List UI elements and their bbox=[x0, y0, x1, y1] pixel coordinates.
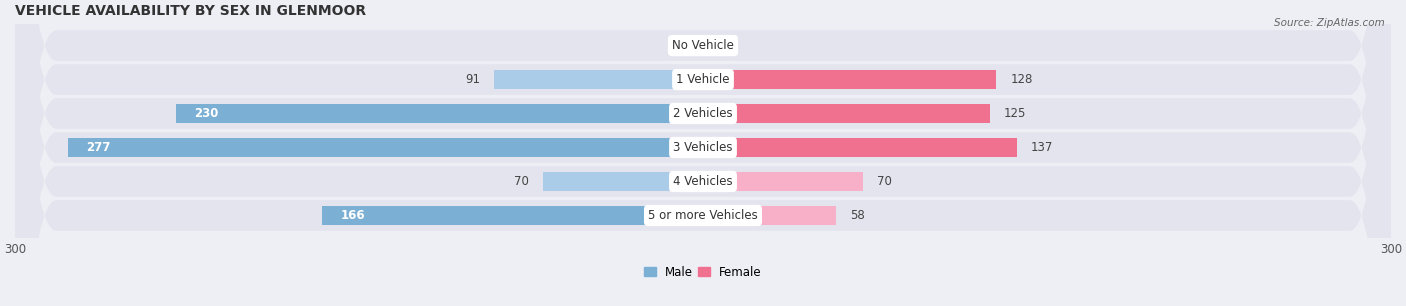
FancyBboxPatch shape bbox=[15, 0, 1391, 306]
Text: 0: 0 bbox=[678, 39, 685, 52]
FancyBboxPatch shape bbox=[15, 0, 1391, 306]
Text: 0: 0 bbox=[721, 39, 728, 52]
Text: 5 or more Vehicles: 5 or more Vehicles bbox=[648, 209, 758, 222]
Bar bbox=[67, 138, 703, 157]
Bar bbox=[703, 172, 863, 191]
Bar bbox=[495, 70, 703, 89]
Text: VEHICLE AVAILABILITY BY SEX IN GLENMOOR: VEHICLE AVAILABILITY BY SEX IN GLENMOOR bbox=[15, 4, 367, 18]
Bar bbox=[322, 206, 703, 225]
Bar bbox=[703, 138, 1017, 157]
Bar bbox=[176, 104, 703, 123]
FancyBboxPatch shape bbox=[15, 0, 1391, 306]
Text: 137: 137 bbox=[1031, 141, 1053, 154]
FancyBboxPatch shape bbox=[15, 0, 1391, 306]
Text: 4 Vehicles: 4 Vehicles bbox=[673, 175, 733, 188]
Text: 91: 91 bbox=[465, 73, 481, 86]
Bar bbox=[703, 206, 837, 225]
Bar bbox=[703, 104, 990, 123]
Bar bbox=[543, 172, 703, 191]
FancyBboxPatch shape bbox=[15, 0, 1391, 306]
Text: 128: 128 bbox=[1010, 73, 1032, 86]
Legend: Male, Female: Male, Female bbox=[644, 266, 762, 279]
Text: No Vehicle: No Vehicle bbox=[672, 39, 734, 52]
Text: 70: 70 bbox=[513, 175, 529, 188]
Text: 277: 277 bbox=[86, 141, 111, 154]
Bar bbox=[703, 70, 997, 89]
Text: Source: ZipAtlas.com: Source: ZipAtlas.com bbox=[1274, 18, 1385, 28]
Text: 70: 70 bbox=[877, 175, 893, 188]
Text: 3 Vehicles: 3 Vehicles bbox=[673, 141, 733, 154]
Text: 1 Vehicle: 1 Vehicle bbox=[676, 73, 730, 86]
Text: 166: 166 bbox=[340, 209, 366, 222]
Text: 58: 58 bbox=[849, 209, 865, 222]
Text: 2 Vehicles: 2 Vehicles bbox=[673, 107, 733, 120]
FancyBboxPatch shape bbox=[15, 0, 1391, 306]
Text: 230: 230 bbox=[194, 107, 218, 120]
Text: 125: 125 bbox=[1004, 107, 1026, 120]
